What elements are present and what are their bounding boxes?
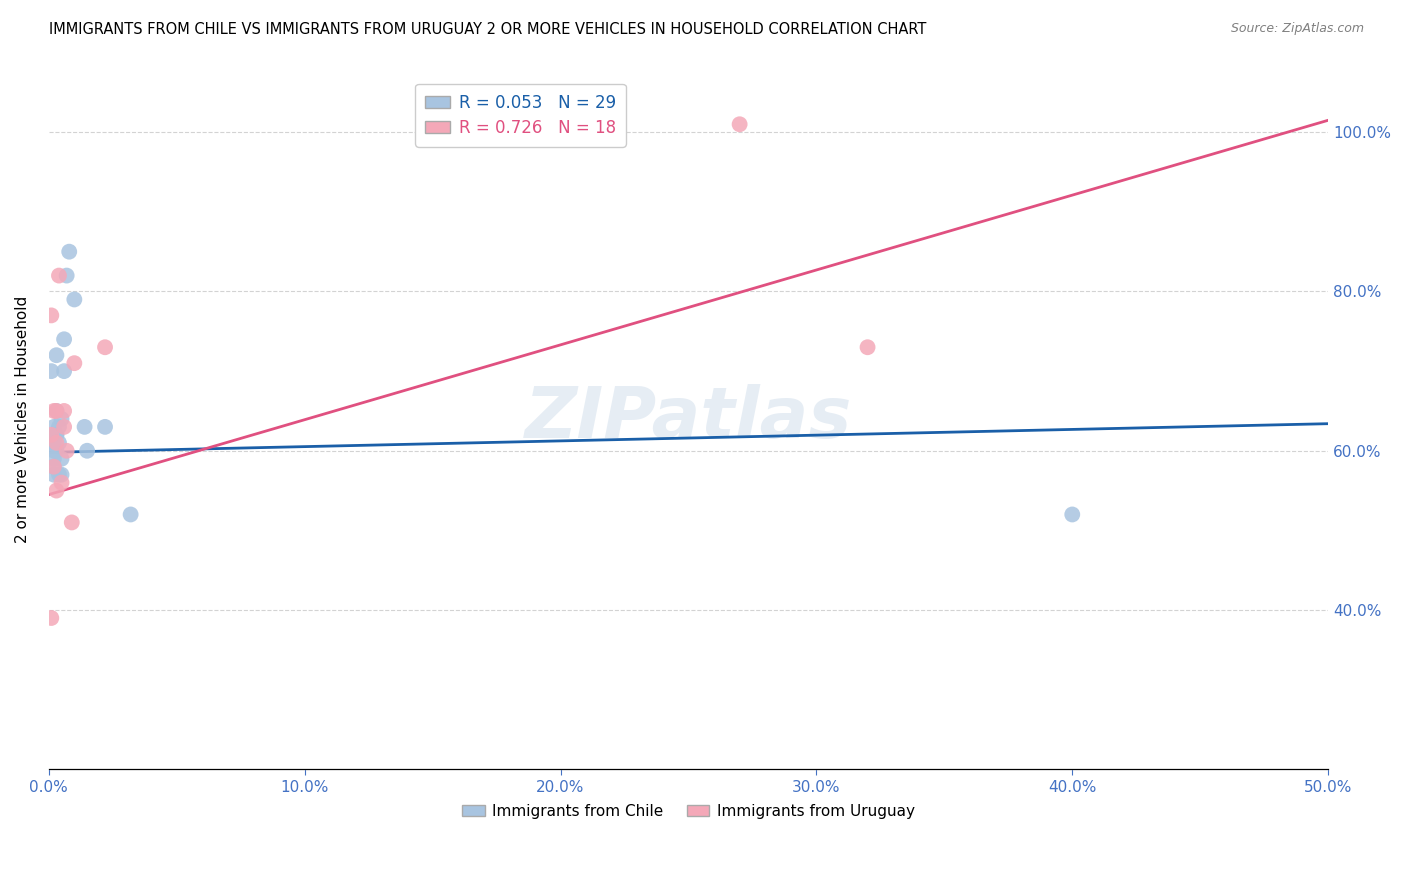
Point (53, 420, 76, 434)
Point (42, 467, 65, 482)
Point (45, 435, 67, 450)
Point (53, 404, 76, 418)
Point (39, 427, 62, 442)
Point (39, 611, 62, 625)
Point (45, 483, 67, 498)
Legend: Immigrants from Chile, Immigrants from Uruguay: Immigrants from Chile, Immigrants from U… (456, 797, 921, 825)
Point (42, 459, 65, 474)
Point (51, 475, 73, 490)
Point (51, 451, 73, 466)
Point (39, 309, 62, 323)
Point (42, 404, 65, 418)
Point (856, 340, 879, 354)
Point (48, 435, 70, 450)
Text: ZIPatlas: ZIPatlas (524, 384, 852, 453)
Point (45, 427, 67, 442)
Point (39, 435, 62, 450)
Point (45, 404, 67, 418)
Point (51, 467, 73, 482)
Text: IMMIGRANTS FROM CHILE VS IMMIGRANTS FROM URUGUAY 2 OR MORE VEHICLES IN HOUSEHOLD: IMMIGRANTS FROM CHILE VS IMMIGRANTS FROM… (49, 22, 927, 37)
Point (51, 412, 73, 426)
Point (60, 516, 83, 530)
Point (42, 459, 65, 474)
Point (48, 420, 70, 434)
Point (42, 451, 65, 466)
Point (1062, 508, 1084, 522)
Point (45, 427, 67, 442)
Point (63, 293, 86, 307)
Point (76, 443, 98, 458)
Point (58, 244, 80, 259)
Y-axis label: 2 or more Vehicles in Household: 2 or more Vehicles in Household (15, 295, 30, 542)
Point (42, 435, 65, 450)
Text: Source: ZipAtlas.com: Source: ZipAtlas.com (1230, 22, 1364, 36)
Point (53, 332, 76, 346)
Point (728, 117, 751, 131)
Point (42, 420, 65, 434)
Point (48, 268, 70, 283)
Point (55, 268, 77, 283)
Point (45, 404, 67, 418)
Point (120, 508, 142, 522)
Point (94, 340, 117, 354)
Point (94, 420, 117, 434)
Point (63, 356, 86, 370)
Point (39, 364, 62, 378)
Point (48, 467, 70, 482)
Point (55, 443, 77, 458)
Point (45, 443, 67, 458)
Point (53, 364, 76, 378)
Point (73, 420, 96, 434)
Point (42, 443, 65, 458)
Point (45, 348, 67, 362)
